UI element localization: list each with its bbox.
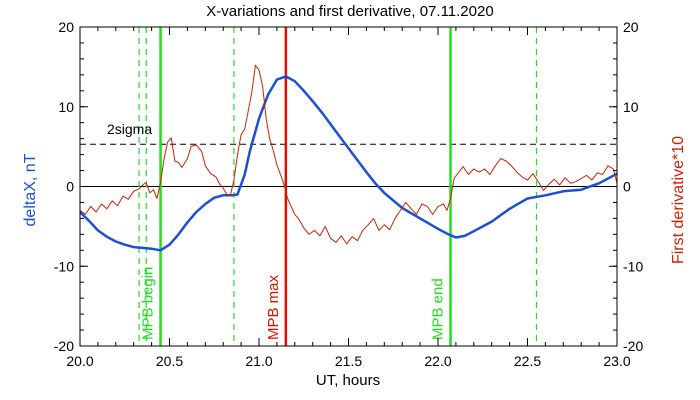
y-tick-label-left-3: 10 <box>58 99 74 115</box>
y-tick-label-left-1: -10 <box>54 258 74 274</box>
y-tick-label-left-4: 20 <box>58 19 74 35</box>
y-axis-label-right: First derivative*10 <box>670 136 687 264</box>
x-tick-label-0: 20.0 <box>66 353 93 369</box>
threshold-label: 2sigma <box>107 121 152 137</box>
x-tick-label-2: 21.0 <box>245 353 272 369</box>
y-tick-label-right-4: 20 <box>623 19 639 35</box>
marker-label-2: MPB begin <box>140 267 157 340</box>
series-deltaX <box>79 75 618 252</box>
x-tick-label-6: 23.0 <box>603 353 630 369</box>
x-tick-label-3: 21.5 <box>335 353 362 369</box>
x-tick-label-5: 22.5 <box>514 353 541 369</box>
y-axis-label-left: deltaX, nT <box>22 153 39 226</box>
x-axis-label: UT, hours <box>316 372 380 389</box>
y-tick-label-left-0: -20 <box>54 338 74 354</box>
plot-frame <box>79 26 618 347</box>
marker-label-5: MPB end <box>430 278 447 340</box>
y-tick-label-right-1: -10 <box>623 258 643 274</box>
y-tick-label-left-2: 0 <box>66 179 74 195</box>
series-derivative <box>79 64 618 245</box>
x-tick-label-4: 22.0 <box>424 353 451 369</box>
y-tick-label-right-2: 0 <box>623 179 631 195</box>
y-tick-label-right-3: 10 <box>623 99 639 115</box>
chart-title: X-variations and first derivative, 07.11… <box>206 3 493 20</box>
marker-label-4: MPB max <box>265 274 282 340</box>
y-tick-label-right-0: -20 <box>623 338 643 354</box>
axis-ticks: 20.0 20.5 21.0 21.5 22.0 22.5 23.0-20 -20-10 -10… <box>54 19 644 369</box>
x-tick-label-1: 20.5 <box>156 353 183 369</box>
plot-lines: MPB begin MPB max MPB end <box>79 27 618 346</box>
